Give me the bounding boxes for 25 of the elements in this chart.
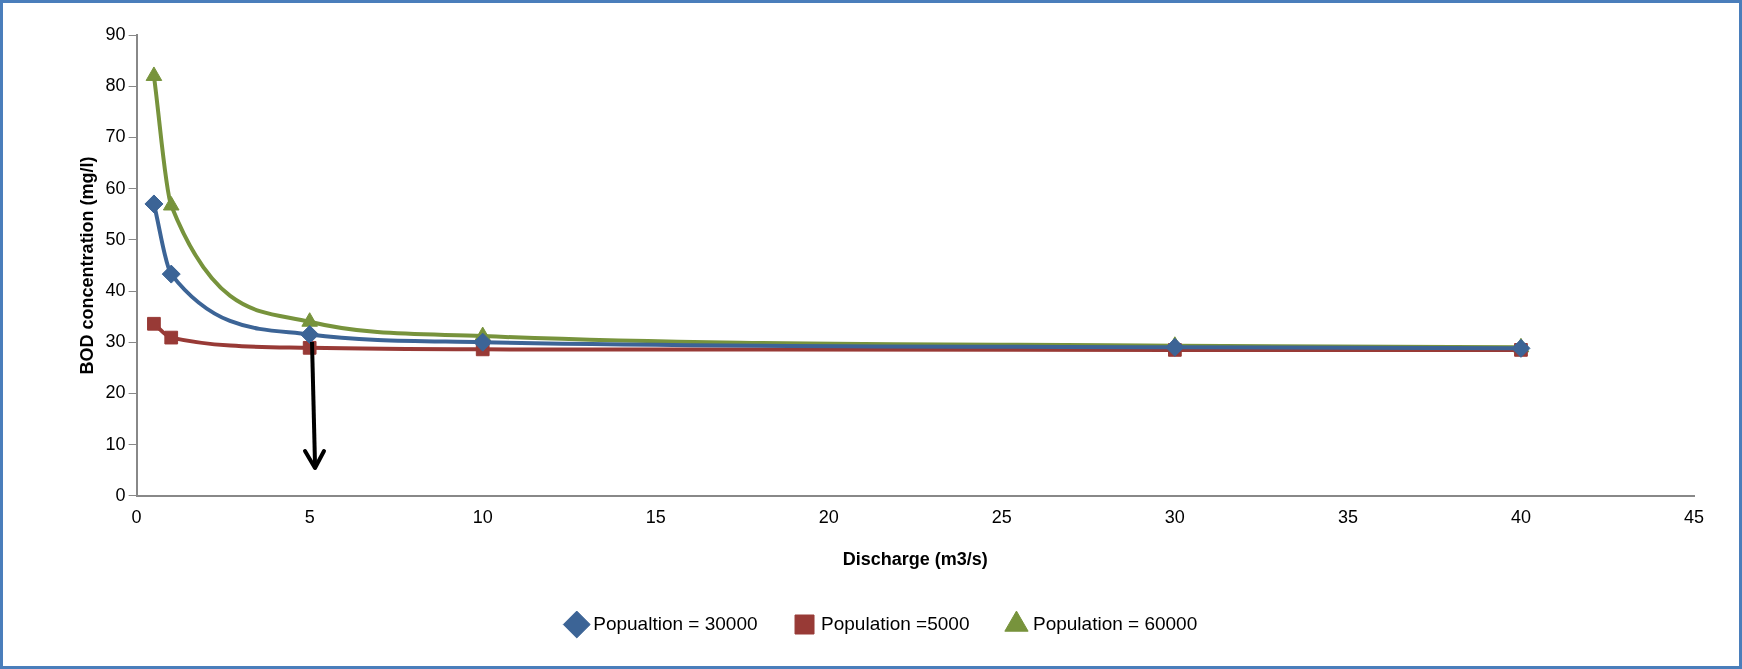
y-axis-title: BOD concentration (mg/l)	[76, 156, 97, 375]
y-tick-label: 40	[105, 279, 126, 300]
legend-label: Population = 60000	[1032, 612, 1198, 634]
x-tick-label: 0	[131, 506, 142, 527]
y-tick-label: 70	[105, 126, 126, 147]
x-tick-label: 10	[472, 506, 493, 527]
x-tick-label: 25	[991, 506, 1012, 527]
y-tick-label: 30	[105, 331, 126, 352]
legend-label: Population =5000	[821, 612, 970, 634]
y-tick-label: 10	[105, 433, 126, 454]
x-tick-label: 15	[645, 506, 666, 527]
y-tick-label: 0	[115, 484, 126, 505]
y-tick-label: 90	[105, 23, 126, 44]
y-tick-label: 60	[105, 177, 126, 198]
y-tick-label: 80	[105, 75, 126, 96]
x-tick-label: 35	[1337, 506, 1358, 527]
x-tick-label: 5	[304, 506, 315, 527]
y-tick-label: 50	[105, 228, 126, 249]
x-tick-label: 40	[1510, 506, 1531, 527]
x-tick-label: 30	[1164, 506, 1185, 527]
x-axis-title: Discharge (m3/s)	[842, 549, 988, 570]
legend-label: Popualtion = 30000	[593, 612, 758, 634]
x-tick-label: 20	[818, 506, 839, 527]
y-tick-label: 20	[105, 382, 126, 403]
x-tick-label: 45	[1683, 506, 1705, 527]
